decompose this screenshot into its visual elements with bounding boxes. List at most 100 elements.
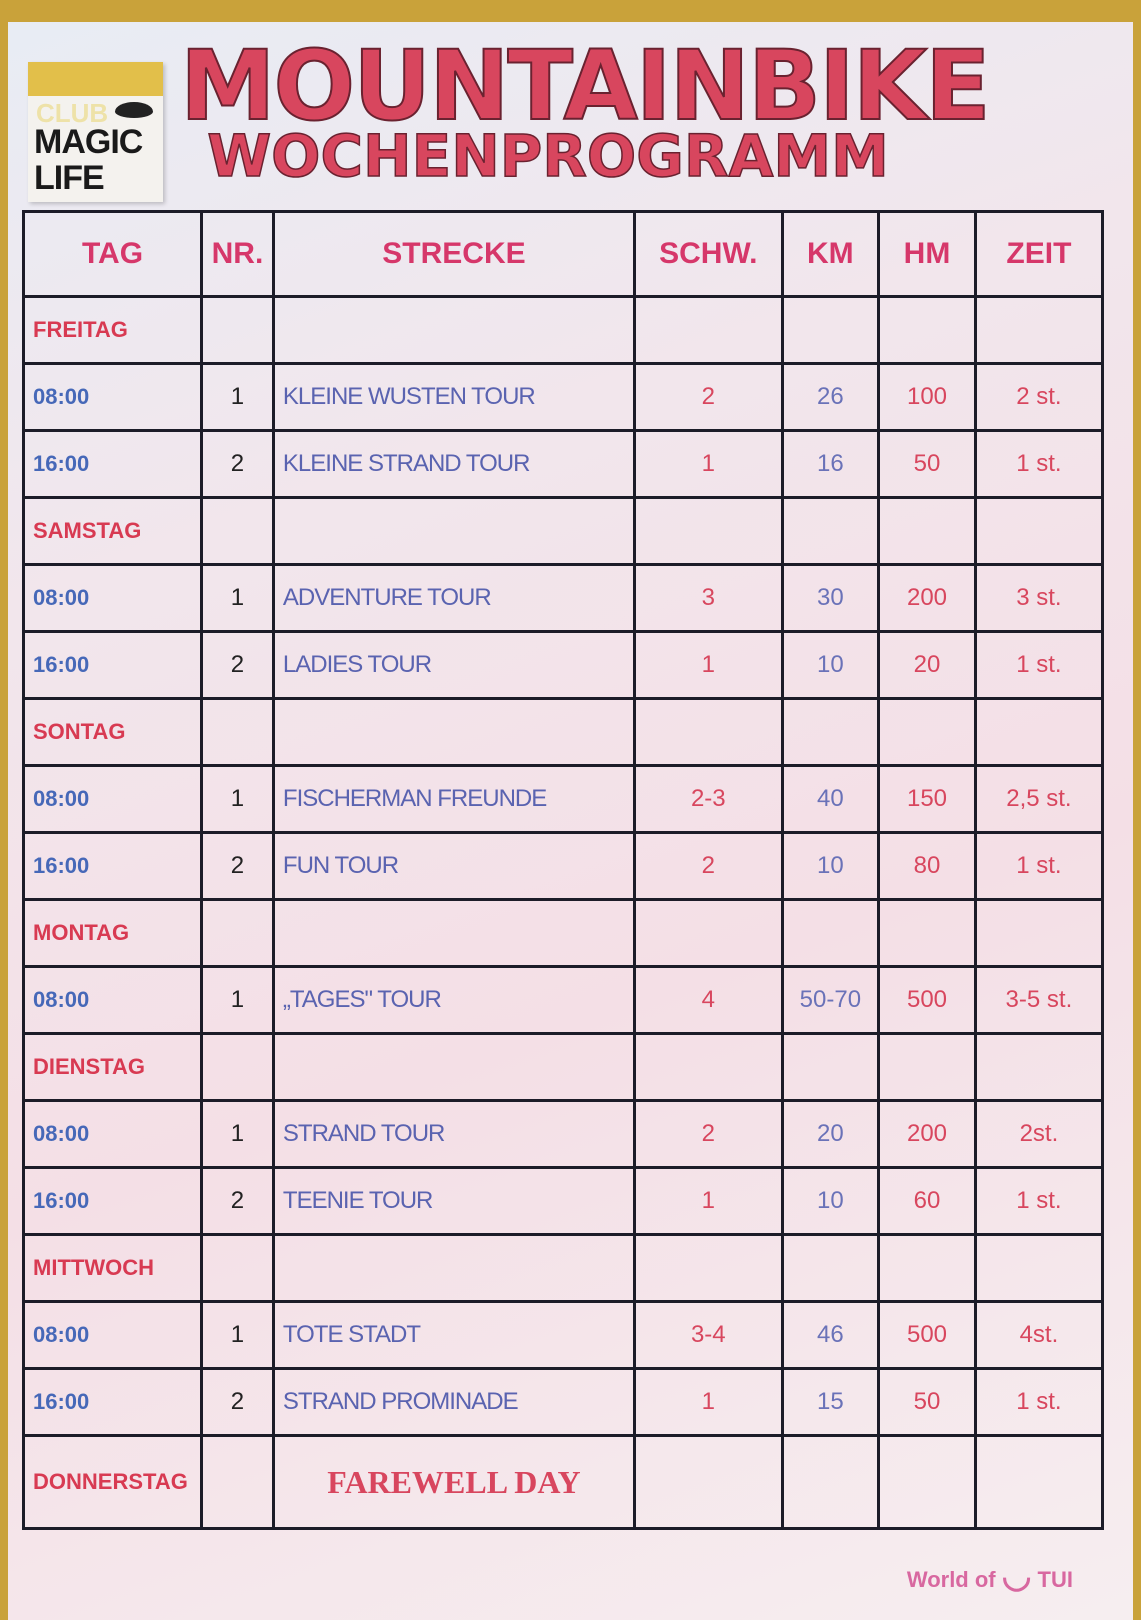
empty-cell [973,1032,1105,1102]
day-name: DIENSTAG [21,1032,204,1102]
tour-number: 1 [200,563,275,633]
tour-route: TEENIE TOUR [271,1166,637,1236]
empty-cell [877,697,977,767]
tour-km: 30 [780,563,881,633]
empty-cell [877,1233,977,1303]
tour-km: 40 [780,764,881,834]
tour-difficulty: 2-3 [633,764,784,834]
tour-elevation: 80 [877,831,977,901]
column-header: SCHW. [633,210,784,298]
empty-cell [633,697,784,767]
tour-route: FISCHERMAN FREUNDE [271,764,637,834]
tour-number: 1 [200,1300,275,1370]
tour-route: STRAND PROMINADE [271,1367,637,1437]
tour-difficulty: 2 [633,831,784,901]
column-header: STRECKE [271,210,637,298]
tour-row: 16:00 2 KLEINE STRAND TOUR 1 16 50 1 st. [21,429,1105,499]
day-row: DIENSTAG [21,1032,1105,1102]
tour-difficulty: 2 [633,362,784,432]
logo-club: CLUB [36,98,109,128]
column-header: HM [877,210,977,298]
tour-number: 2 [200,630,275,700]
empty-cell [633,295,784,365]
tour-difficulty: 4 [633,965,784,1035]
empty-cell [271,898,637,968]
tour-duration: 2st. [973,1099,1105,1169]
tour-difficulty: 1 [633,630,784,700]
day-name: MITTWOCH [21,1233,204,1303]
empty-cell [200,898,275,968]
tour-difficulty: 1 [633,429,784,499]
tour-time: 16:00 [21,429,204,499]
tour-route: TOTE STADT [271,1300,637,1370]
empty-cell [271,1032,637,1102]
tour-row: 08:00 1 ADVENTURE TOUR 3 30 200 3 st. [21,563,1105,633]
empty-cell [973,295,1105,365]
tour-route: FUN TOUR [271,831,637,901]
empty-cell [877,496,977,566]
empty-cell [780,697,881,767]
day-name: FREITAG [21,295,204,365]
tour-duration: 4st. [973,1300,1105,1370]
tour-number: 2 [200,1166,275,1236]
tour-km: 50-70 [780,965,881,1035]
empty-cell [200,295,275,365]
footer-prefix: World of [906,1567,996,1592]
tour-elevation: 500 [877,965,977,1035]
empty-cell [877,898,977,968]
tour-duration: 1 st. [973,1166,1105,1236]
day-name: MONTAG [21,898,204,968]
empty-cell [271,1233,637,1303]
page-subtitle: WOCHENPROGRAMM [206,121,889,191]
tour-duration: 2 st. [973,362,1105,432]
schedule-sheet: CLUB MAGIC LIFE MOUNTAINBIKE WOCHENPROGR… [8,22,1133,1620]
column-header: ZEIT [973,210,1105,298]
day-name: DONNERSTAG [21,1434,204,1530]
column-header: KM [780,210,881,298]
empty-cell [877,1434,977,1530]
tour-route: KLEINE STRAND TOUR [271,429,637,499]
tour-row: 08:00 1 „TAGES" TOUR 4 50-70 500 3-5 st. [21,965,1105,1035]
tour-km: 46 [780,1300,881,1370]
tour-difficulty: 1 [633,1367,784,1437]
tui-footer-logo: World of ◡ TUI [907,1556,1073,1596]
empty-cell [973,697,1105,767]
tour-elevation: 150 [877,764,977,834]
empty-cell [633,1032,784,1102]
schedule-table: TAG NR. STRECKE SCHW. KM HM ZEIT FREITAG 08:00 1… [21,210,1105,1530]
tour-km: 26 [780,362,881,432]
empty-cell [633,1434,784,1530]
empty-cell [271,697,637,767]
empty-cell [633,496,784,566]
day-name: SAMSTAG [21,496,204,566]
day-row: SONTAG [21,697,1105,767]
empty-cell [877,295,977,365]
tour-time: 08:00 [21,1300,204,1370]
tour-route: KLEINE WUSTEN TOUR [271,362,637,432]
tour-row: 16:00 2 FUN TOUR 2 10 80 1 st. [21,831,1105,901]
empty-cell [780,1434,881,1530]
tour-duration: 2,5 st. [973,764,1105,834]
day-row: MITTWOCH [21,1233,1105,1303]
empty-cell [633,1233,784,1303]
empty-cell [780,1032,881,1102]
tour-number: 1 [200,764,275,834]
tour-km: 10 [780,1166,881,1236]
empty-cell [200,1032,275,1102]
tour-route: LADIES TOUR [271,630,637,700]
empty-cell [271,295,637,365]
empty-cell [973,1434,1105,1530]
empty-cell [780,295,881,365]
tour-km: 20 [780,1099,881,1169]
tour-duration: 1 st. [973,630,1105,700]
footer-brand: TUI [1037,1567,1073,1592]
tour-row: 16:00 2 TEENIE TOUR 1 10 60 1 st. [21,1166,1105,1236]
tour-number: 1 [200,362,275,432]
tour-number: 1 [200,1099,275,1169]
page-title: MOUNTAINBIKE [179,30,992,142]
tour-km: 10 [780,630,881,700]
tour-elevation: 60 [877,1166,977,1236]
tour-row: 08:00 1 KLEINE WUSTEN TOUR 2 26 100 2 st. [21,362,1105,432]
day-row: SAMSTAG [21,496,1105,566]
tour-time: 16:00 [21,831,204,901]
